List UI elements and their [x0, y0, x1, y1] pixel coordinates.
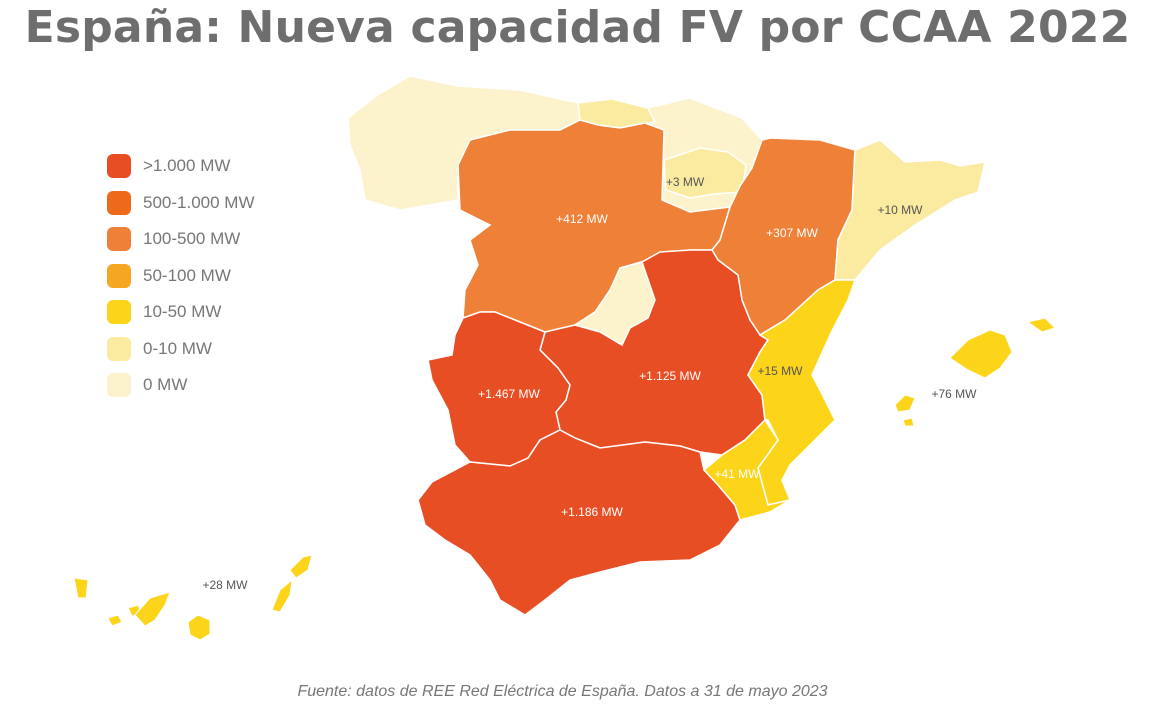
label-murcia: +41 MW	[714, 467, 760, 481]
legend-swatch	[107, 373, 131, 398]
region-baleares-menorca	[1026, 317, 1056, 333]
label-castilla-y-leon: +412 MW	[556, 212, 608, 226]
label-aragon: +307 MW	[766, 226, 818, 240]
label-la-rioja: +3 MW	[666, 175, 705, 189]
region-baleares-mallorca	[949, 329, 1013, 379]
label-canarias: +28 MW	[202, 578, 248, 592]
legend-label: >1.000 MW	[143, 156, 231, 176]
legend-item-gt-1000: >1.000 MW	[107, 148, 255, 185]
legend: >1.000 MW 500-1.000 MW 100-500 MW 50-100…	[107, 148, 255, 404]
legend-label: 0 MW	[143, 375, 188, 395]
source-note: Fuente: datos de REE Red Eléctrica de Es…	[297, 683, 828, 700]
legend-item-10-50: 10-50 MW	[107, 294, 255, 331]
legend-item-500-1000: 500-1.000 MW	[107, 185, 255, 222]
region-baleares-formentera	[902, 417, 915, 427]
legend-label: 500-1.000 MW	[143, 192, 255, 212]
label-cataluna: +10 MW	[877, 203, 923, 217]
label-andalucia: +1.186 MW	[561, 505, 623, 519]
label-extremadura: +1.467 MW	[478, 387, 540, 401]
region-andalucia	[417, 429, 741, 616]
label-comunidad-valenciana: +15 MW	[757, 364, 803, 378]
region-baleares-ibiza	[894, 394, 916, 413]
region-murcia	[702, 418, 791, 521]
region-canarias-fuerteventura	[271, 578, 293, 613]
map-title: España: Nueva capacidad FV por CCAA 2022	[24, 2, 1131, 53]
legend-swatch	[107, 154, 131, 179]
region-canarias-tenerife	[134, 591, 171, 627]
legend-swatch	[107, 263, 131, 288]
legend-label: 10-50 MW	[143, 302, 222, 322]
region-cataluna	[834, 139, 986, 281]
label-baleares: +76 MW	[931, 387, 977, 401]
label-castilla-la-mancha: +1.125 MW	[639, 369, 701, 383]
legend-item-0-10: 0-10 MW	[107, 331, 255, 368]
legend-label: 50-100 MW	[143, 265, 231, 285]
legend-item-50-100: 50-100 MW	[107, 258, 255, 295]
legend-swatch	[107, 300, 131, 325]
legend-item-0: 0 MW	[107, 367, 255, 404]
region-canarias-lanzarote	[289, 554, 313, 579]
region-canarias-la-palma	[73, 577, 89, 599]
region-la-rioja	[663, 147, 747, 199]
legend-item-100-500: 100-500 MW	[107, 221, 255, 258]
legend-swatch	[107, 190, 131, 215]
legend-label: 100-500 MW	[143, 229, 241, 249]
legend-swatch	[107, 336, 131, 361]
legend-label: 0-10 MW	[143, 338, 212, 358]
legend-swatch	[107, 227, 131, 252]
region-canarias-el-hierro	[107, 614, 123, 627]
region-canarias-gran-canaria	[187, 614, 211, 641]
